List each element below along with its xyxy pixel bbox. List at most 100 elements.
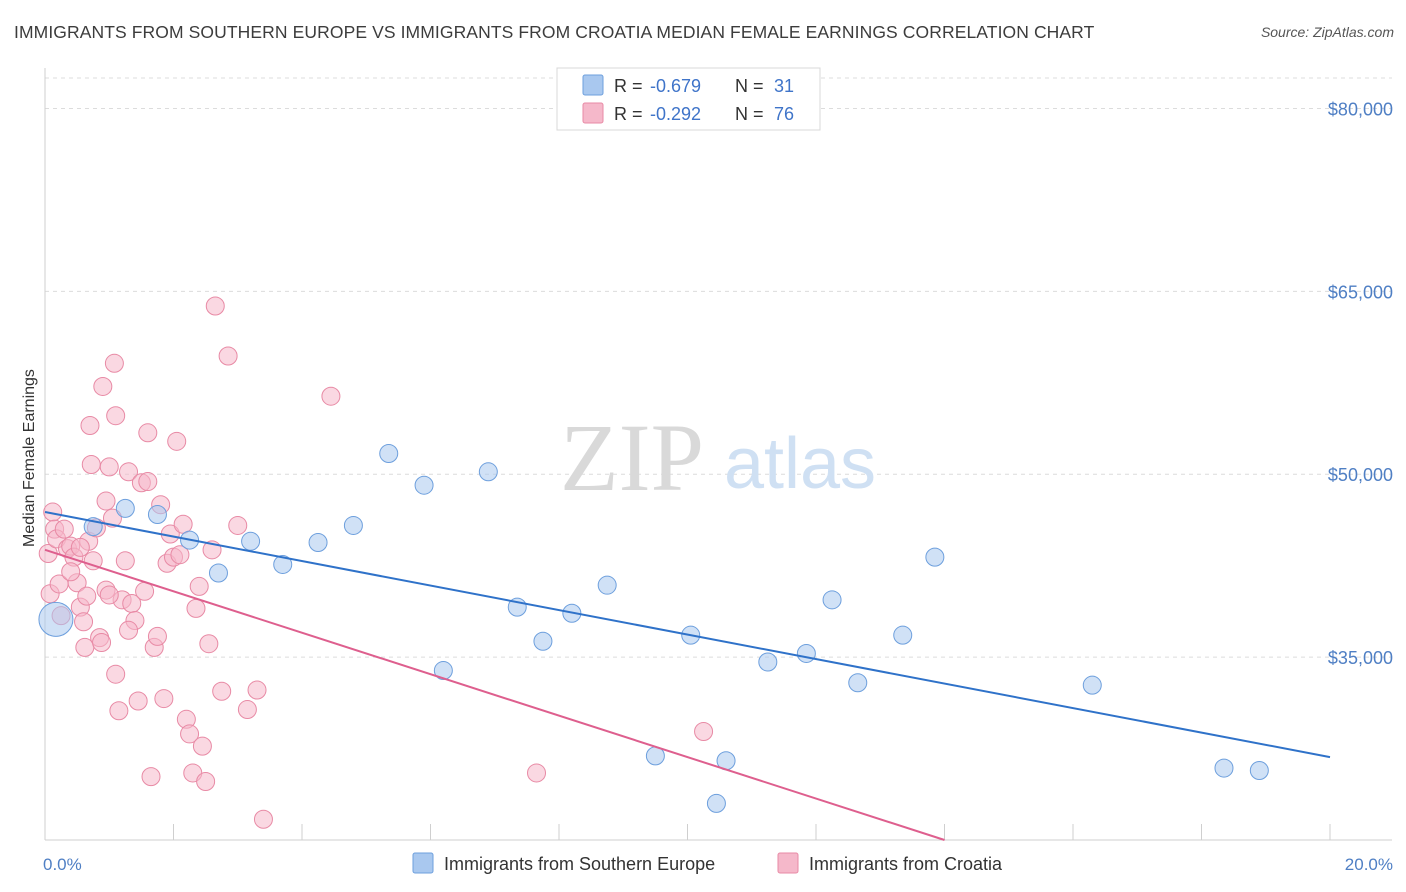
croatia-point-54 [189, 576, 209, 596]
croatia-point-29 [109, 701, 129, 721]
croatia-point-48 [170, 545, 190, 565]
chart-title: IMMIGRANTS FROM SOUTHERN EUROPE VS IMMIG… [14, 22, 1095, 42]
southern-europe-point-30 [1249, 761, 1269, 781]
legend-bottom-swatch-croatia [777, 852, 799, 874]
legend-top-r-label-2: R = [614, 104, 643, 124]
croatia-point-38 [138, 423, 158, 443]
legend-bottom: Immigrants from Southern Europe Immigran… [412, 852, 1003, 874]
watermark-zip: ZIP [560, 404, 704, 511]
croatia-point-66 [321, 386, 341, 406]
legend-top-r-value-1: -0.679 [650, 76, 701, 96]
southern-europe-point-23 [796, 643, 816, 663]
croatia-point-15 [77, 586, 97, 606]
legend-bottom-label-southern-europe: Immigrants from Southern Europe [444, 854, 715, 874]
croatia-point-67 [527, 763, 547, 783]
southern-europe-point-22 [758, 652, 778, 672]
croatia-point-72 [119, 620, 139, 640]
southern-europe-point-11 [414, 475, 434, 495]
croatia-point-49 [173, 514, 193, 534]
legend-top-n-label-1: N = [735, 76, 764, 96]
southern-europe-point-24 [822, 590, 842, 610]
croatia-point-62 [228, 515, 248, 535]
southern-europe-point-27 [925, 547, 945, 567]
southern-europe-point-10 [379, 444, 399, 464]
southern-europe-point-3 [147, 504, 167, 524]
y-tick-label-1: $50,000 [1328, 465, 1393, 485]
croatia-point-32 [119, 462, 139, 482]
croatia-point-56 [196, 771, 216, 791]
croatia-point-63 [237, 700, 257, 720]
croatia-point-28 [106, 406, 126, 426]
trend-line-southern-europe [44, 511, 1331, 759]
southern-europe-point-29 [1214, 758, 1234, 778]
croatia-point-35 [128, 691, 148, 711]
croatia-point-41 [147, 626, 167, 646]
y-tick-label-2: $65,000 [1328, 282, 1393, 302]
croatia-point-64 [247, 680, 267, 700]
x-tick-label-1: 20.0% [1345, 855, 1393, 874]
croatia-point-69 [99, 585, 119, 605]
southern-europe-point-5 [208, 563, 228, 583]
southern-europe-point-12 [433, 661, 453, 681]
southern-europe-point-17 [597, 575, 617, 595]
legend-bottom-swatch-southern-europe [412, 852, 434, 874]
croatia-point-71 [96, 491, 116, 511]
croatia-point-75 [106, 664, 126, 684]
croatia-point-68 [694, 721, 714, 741]
croatia-point-31 [115, 551, 135, 571]
southern-europe-point-8 [308, 533, 328, 553]
southern-europe-point-6 [241, 531, 261, 551]
legend-top-n-value-2: 76 [774, 104, 794, 124]
legend-top: R = -0.679 N = 31 R = -0.292 N = 76 [556, 67, 821, 131]
croatia-point-74 [61, 562, 81, 582]
croatia-point-61 [218, 346, 238, 366]
series-croatia-points [38, 296, 714, 829]
legend-top-r-label-1: R = [614, 76, 643, 96]
legend-top-r-value-2: -0.292 [650, 104, 701, 124]
trend-lines [44, 511, 1331, 841]
legend-bottom-label-croatia: Immigrants from Croatia [809, 854, 1003, 874]
croatia-point-73 [138, 472, 158, 492]
legend-top-swatch-2 [582, 102, 604, 124]
croatia-point-47 [167, 431, 187, 451]
southern-europe-point-26 [893, 625, 913, 645]
croatia-point-51 [180, 724, 200, 744]
legend-top-n-value-1: 31 [774, 76, 794, 96]
croatia-point-60 [212, 681, 232, 701]
croatia-point-57 [199, 634, 219, 654]
x-tick-label-0: 0.0% [43, 855, 82, 874]
source-label: Source: ZipAtlas.com [1260, 24, 1394, 40]
trend-line-croatia [44, 548, 945, 841]
southern-europe-point-15 [533, 631, 553, 651]
croatia-point-7 [54, 519, 74, 539]
croatia-point-53 [186, 598, 206, 618]
croatia-point-27 [104, 353, 124, 373]
legend-top-n-label-2: N = [735, 104, 764, 124]
y-tick-labels: $35,000 $50,000 $65,000 $80,000 [1328, 99, 1393, 668]
y-axis-title: Median Female Earnings [21, 369, 38, 547]
southern-europe-point-9 [343, 515, 363, 535]
croatia-point-25 [99, 457, 119, 477]
southern-europe-point-0 [38, 601, 74, 637]
watermark: ZIP atlas [560, 404, 876, 511]
croatia-point-23 [93, 376, 113, 396]
watermark-atlas: atlas [724, 424, 876, 504]
croatia-point-17 [80, 415, 100, 435]
y-tick-label-0: $35,000 [1328, 648, 1393, 668]
croatia-point-19 [83, 551, 103, 571]
legend-top-swatch-1 [582, 74, 604, 96]
croatia-point-18 [81, 454, 101, 474]
croatia-point-70 [70, 537, 90, 557]
grid-lines [45, 77, 1392, 658]
croatia-point-65 [253, 809, 273, 829]
croatia-point-13 [74, 612, 94, 632]
southern-europe-point-7 [273, 554, 293, 574]
croatia-point-59 [205, 296, 225, 316]
croatia-point-26 [102, 508, 122, 528]
croatia-point-43 [154, 689, 174, 709]
croatia-point-39 [141, 767, 161, 787]
x-tick-labels: 0.0% 20.0% [43, 855, 1393, 874]
southern-europe-point-28 [1082, 675, 1102, 695]
southern-europe-point-25 [848, 673, 868, 693]
